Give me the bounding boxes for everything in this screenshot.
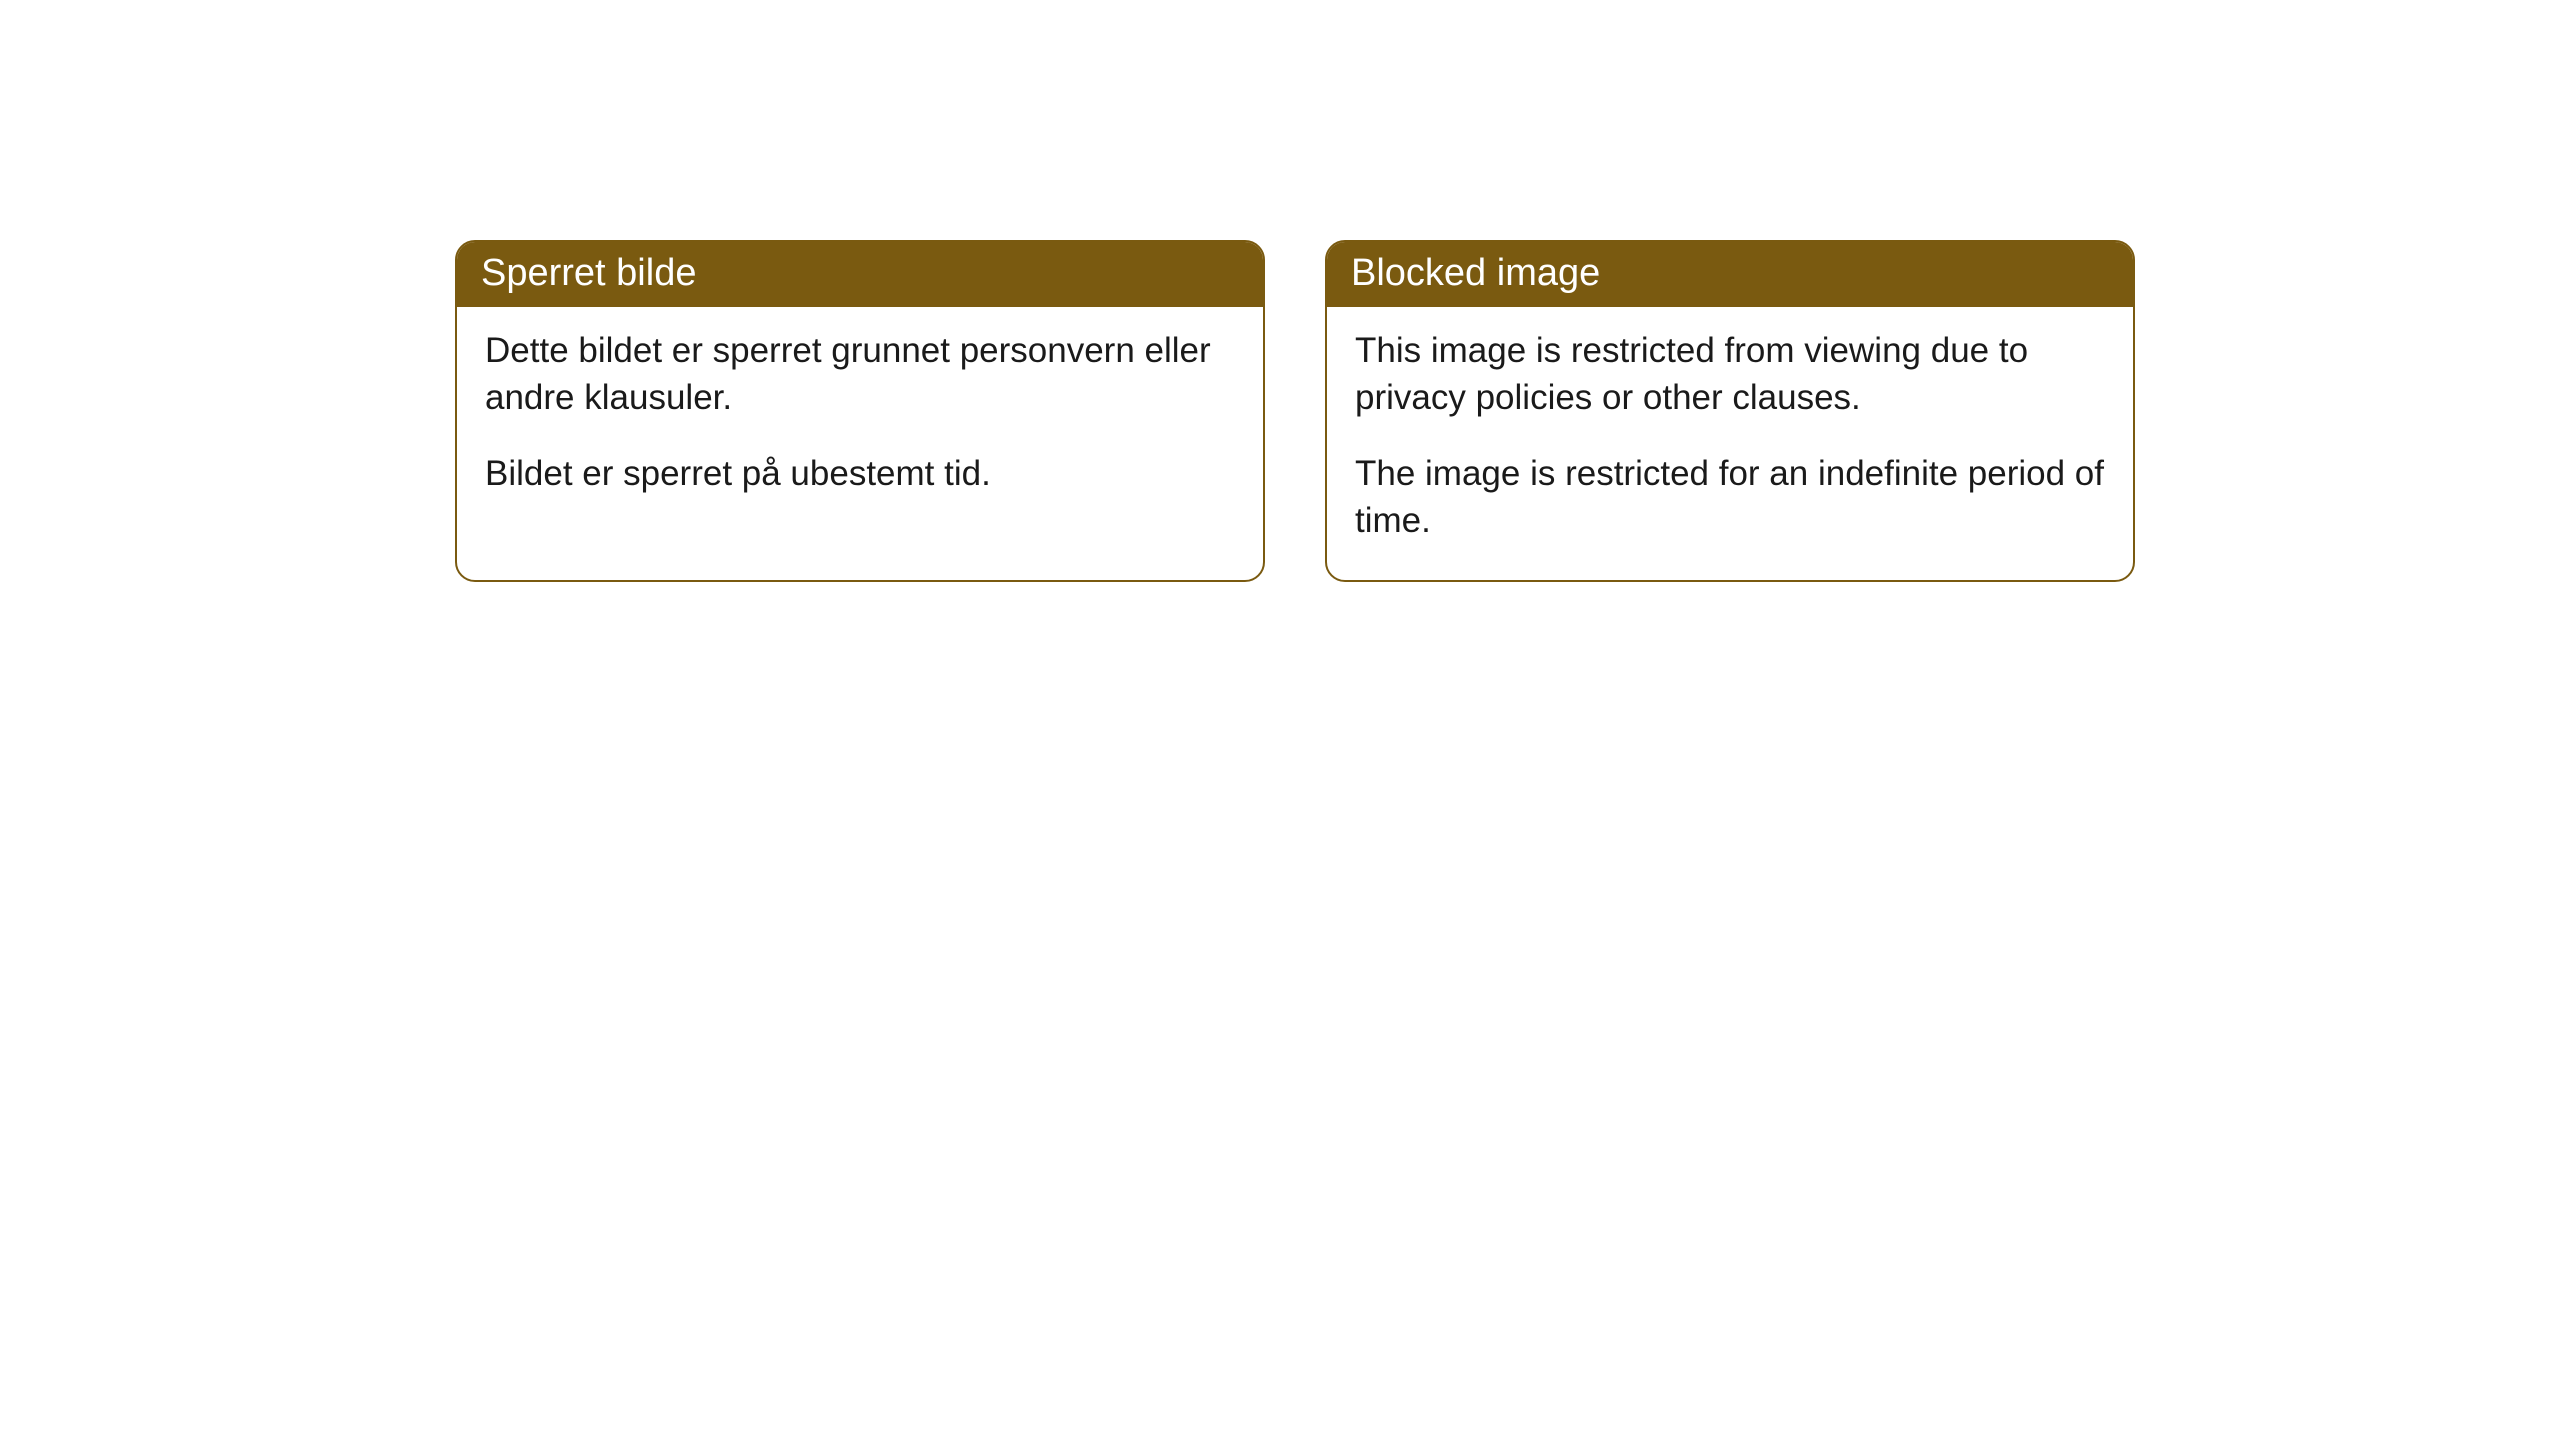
notice-text-norwegian-2: Bildet er sperret på ubestemt tid.	[485, 450, 1235, 497]
notice-card-english: Blocked image This image is restricted f…	[1325, 240, 2135, 582]
notice-text-norwegian-1: Dette bildet er sperret grunnet personve…	[485, 327, 1235, 422]
notice-header-norwegian: Sperret bilde	[457, 242, 1263, 307]
notice-text-english-1: This image is restricted from viewing du…	[1355, 327, 2105, 422]
notice-card-norwegian: Sperret bilde Dette bildet er sperret gr…	[455, 240, 1265, 582]
notice-header-english: Blocked image	[1327, 242, 2133, 307]
notice-body-english: This image is restricted from viewing du…	[1327, 307, 2133, 580]
notice-body-norwegian: Dette bildet er sperret grunnet personve…	[457, 307, 1263, 533]
notice-container: Sperret bilde Dette bildet er sperret gr…	[0, 0, 2560, 582]
notice-text-english-2: The image is restricted for an indefinit…	[1355, 450, 2105, 545]
